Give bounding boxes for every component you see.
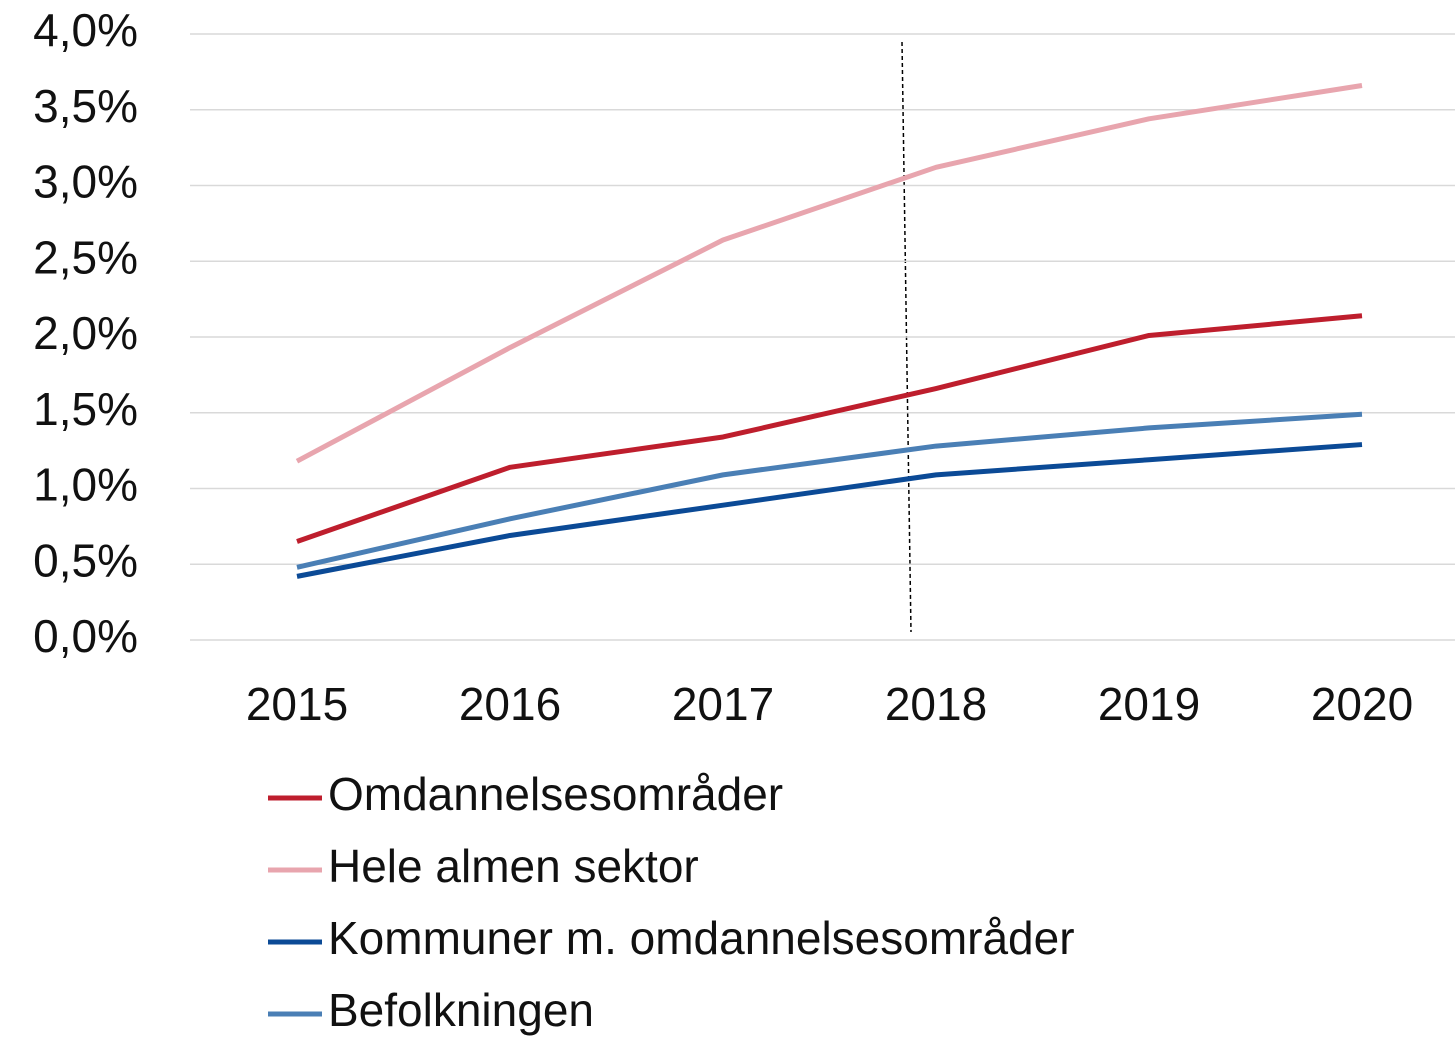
series-line xyxy=(295,83,1363,464)
x-tick-label: 2020 xyxy=(1311,678,1413,730)
series-line xyxy=(296,442,1363,579)
legend-label: Omdannelsesområder xyxy=(328,768,783,820)
y-tick-label: 0,0% xyxy=(33,610,138,662)
series-line xyxy=(296,313,1363,544)
y-tick-label: 3,0% xyxy=(33,156,138,208)
y-tick-label: 1,5% xyxy=(33,383,138,435)
x-tick-label: 2015 xyxy=(246,678,348,730)
legend-label: Hele almen sektor xyxy=(328,840,699,892)
y-tick-label: 2,0% xyxy=(33,307,138,359)
y-tick-label: 0,5% xyxy=(33,534,138,586)
y-tick-label: 3,5% xyxy=(33,80,138,132)
series-line xyxy=(296,411,1363,570)
x-tick-label: 2017 xyxy=(672,678,774,730)
y-tick-label: 1,0% xyxy=(33,459,138,511)
x-tick-label: 2016 xyxy=(459,678,561,730)
y-tick-label: 4,0% xyxy=(33,4,138,56)
x-tick-label: 2018 xyxy=(885,678,987,730)
legend-label: Kommuner m. omdannelsesområder xyxy=(328,912,1075,964)
y-tick-label: 2,5% xyxy=(33,231,138,283)
x-tick-label: 2019 xyxy=(1098,678,1200,730)
legend-label: Befolkningen xyxy=(328,984,594,1036)
